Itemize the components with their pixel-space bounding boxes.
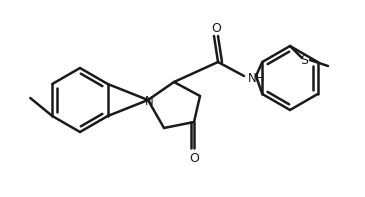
Text: O: O <box>189 151 199 164</box>
Text: N: N <box>145 95 153 108</box>
Text: O: O <box>211 21 221 34</box>
Text: NH: NH <box>248 72 265 85</box>
Text: S: S <box>300 54 308 67</box>
